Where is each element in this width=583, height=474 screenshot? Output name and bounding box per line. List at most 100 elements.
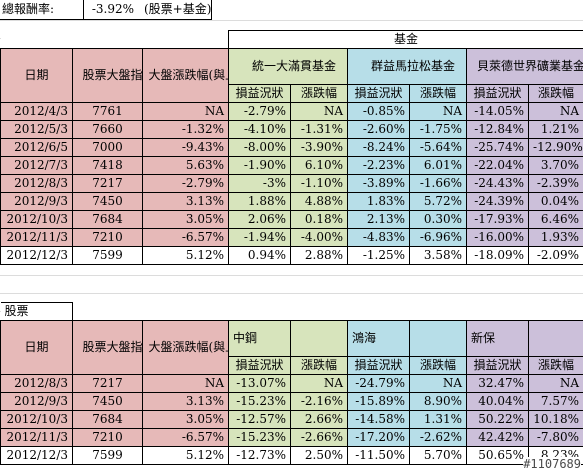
- fund-cell-date[interactable]: 2012/5/3: [0, 120, 73, 139]
- fund-cell-col1-chg[interactable]: 6.10%: [290, 156, 349, 175]
- stock-cell-col2-chg[interactable]: 5.70%: [409, 446, 467, 465]
- fund-cell-col1-pl[interactable]: 1.88%: [228, 192, 292, 211]
- fund-cell-col1-pl[interactable]: 2.06%: [228, 210, 292, 229]
- fund-cell-col2-pl[interactable]: -0.85%: [347, 102, 411, 121]
- fund-cell-col2-chg[interactable]: 3.58%: [409, 246, 468, 265]
- fund-cell-col3-pl[interactable]: -24.39%: [466, 192, 530, 211]
- fund-cell-date[interactable]: 2012/9/3: [0, 192, 73, 211]
- fund-cell-col3-pl[interactable]: -12.84%: [466, 120, 530, 139]
- fund-cell-col1-chg[interactable]: NA: [290, 102, 349, 121]
- stock-cell-col1-chg[interactable]: NA: [290, 374, 348, 393]
- fund-2-pl-header[interactable]: 損益況狀: [347, 84, 411, 103]
- fund-cell-index[interactable]: 7418: [72, 156, 143, 175]
- fund-group-title[interactable]: 基金: [228, 30, 583, 49]
- fund-cell-col2-pl[interactable]: -2.23%: [347, 156, 411, 175]
- stock-cell-change[interactable]: NA: [142, 374, 229, 393]
- stock-cell-col1-chg[interactable]: 2.66%: [290, 410, 348, 429]
- fund-cell-col1-chg[interactable]: -1.10%: [290, 174, 349, 193]
- stock-cell-change[interactable]: 3.13%: [142, 392, 229, 411]
- stock-cell-col3-pl[interactable]: 50.22%: [466, 410, 529, 429]
- date-header[interactable]: 日期: [0, 48, 73, 103]
- fund-cell-col2-chg[interactable]: -5.64%: [409, 138, 468, 157]
- fund-cell-col3-chg[interactable]: 6.46%: [528, 210, 583, 229]
- stock-1-chg-header[interactable]: 漲跌幅: [290, 356, 348, 375]
- stock-cell-col1-chg[interactable]: -2.16%: [290, 392, 348, 411]
- stock-1-name[interactable]: 中鋼: [228, 320, 291, 357]
- stock-cell-col3-chg[interactable]: -7.80%: [528, 428, 583, 447]
- fund-cell-col3-pl[interactable]: -14.05%: [466, 102, 530, 121]
- fund-1-name[interactable]: 統一大滿貫基金: [228, 48, 349, 85]
- stock-date-header[interactable]: 日期: [0, 320, 73, 375]
- fund-cell-change[interactable]: -2.79%: [141, 174, 230, 193]
- fund-cell-date[interactable]: 2012/11/3: [0, 228, 73, 247]
- stock-cell-index[interactable]: 7210: [72, 428, 143, 447]
- fund-cell-col3-chg[interactable]: 1.21%: [528, 120, 583, 139]
- stock-cell-index[interactable]: 7684: [72, 410, 143, 429]
- fund-cell-change[interactable]: -9.43%: [141, 138, 230, 157]
- fund-cell-col1-pl[interactable]: -1.90%: [228, 156, 292, 175]
- stock-cell-col2-chg[interactable]: -2.62%: [409, 428, 467, 447]
- fund-cell-col2-pl[interactable]: -4.83%: [347, 228, 411, 247]
- total-return-label[interactable]: 總報酬率:: [0, 0, 84, 20]
- fund-cell-col3-chg[interactable]: 3.70%: [528, 156, 583, 175]
- fund-3-chg-header[interactable]: 漲跌幅: [528, 84, 583, 103]
- stock-cell-col2-pl[interactable]: -24.79%: [347, 374, 410, 393]
- stock-3-chg-header[interactable]: 漲跌幅: [528, 356, 583, 375]
- stock-cell-change[interactable]: 5.12%: [142, 446, 229, 465]
- fund-cell-change[interactable]: NA: [141, 102, 230, 121]
- fund-cell-date[interactable]: 2012/4/3: [0, 102, 73, 121]
- fund-cell-index[interactable]: 7761: [72, 102, 143, 121]
- stock-cell-col3-pl[interactable]: 50.65%: [466, 446, 529, 465]
- fund-cell-change[interactable]: 5.63%: [141, 156, 230, 175]
- fund-cell-col2-chg[interactable]: 5.72%: [409, 192, 468, 211]
- fund-cell-col3-pl[interactable]: -18.09%: [466, 246, 530, 265]
- fund-cell-col3-pl[interactable]: -25.74%: [466, 138, 530, 157]
- fund-cell-date[interactable]: 2012/10/3: [0, 210, 73, 229]
- fund-cell-col2-chg[interactable]: NA: [409, 102, 468, 121]
- stock-cell-col1-pl[interactable]: -12.73%: [228, 446, 291, 465]
- stock-2-chg-header[interactable]: 漲跌幅: [409, 356, 467, 375]
- stock-cell-col3-chg[interactable]: 7.57%: [528, 392, 583, 411]
- fund-cell-col2-pl[interactable]: -3.89%: [347, 174, 411, 193]
- fund-cell-col3-chg[interactable]: -2.09%: [528, 246, 583, 265]
- stock-cell-col1-pl[interactable]: -12.57%: [228, 410, 291, 429]
- fund-cell-index[interactable]: 7684: [72, 210, 143, 229]
- fund-cell-index[interactable]: 7599: [72, 246, 143, 265]
- stock-1-pl-header[interactable]: 損益況狀: [228, 356, 291, 375]
- fund-cell-date[interactable]: 2012/12/3: [0, 246, 73, 265]
- fund-cell-col3-pl[interactable]: -22.04%: [466, 156, 530, 175]
- fund-cell-col1-chg[interactable]: 2.88%: [290, 246, 349, 265]
- stock-index-header[interactable]: 股票大盤指數: [72, 320, 143, 375]
- stock-cell-col2-pl[interactable]: -17.20%: [347, 428, 410, 447]
- fund-cell-col3-pl[interactable]: -24.43%: [466, 174, 530, 193]
- fund-cell-col2-pl[interactable]: 1.83%: [347, 192, 411, 211]
- fund-cell-col1-pl[interactable]: -4.10%: [228, 120, 292, 139]
- fund-cell-col1-chg[interactable]: 4.88%: [290, 192, 349, 211]
- stock-cell-index[interactable]: 7450: [72, 392, 143, 411]
- stock-cell-change[interactable]: 3.05%: [142, 410, 229, 429]
- total-return-note[interactable]: (股票+基金): [140, 0, 212, 20]
- change-header[interactable]: 大盤漲跌幅(與上月比較): [141, 48, 230, 103]
- fund-cell-col1-chg[interactable]: -4.00%: [290, 228, 349, 247]
- fund-cell-change[interactable]: 3.13%: [141, 192, 230, 211]
- stock-3-pl-header[interactable]: 損益況狀: [466, 356, 529, 375]
- fund-cell-col3-chg[interactable]: 0.04%: [528, 192, 583, 211]
- stock-section-title[interactable]: 股票: [0, 302, 73, 321]
- fund-cell-index[interactable]: 7000: [72, 138, 143, 157]
- stock-cell-col1-pl[interactable]: -13.07%: [228, 374, 291, 393]
- total-return-value[interactable]: -3.92%: [84, 0, 140, 20]
- stock-cell-date[interactable]: 2012/9/3: [0, 392, 73, 411]
- fund-cell-col2-pl[interactable]: -1.25%: [347, 246, 411, 265]
- fund-cell-col1-pl[interactable]: 0.94%: [228, 246, 292, 265]
- stock-cell-col2-chg[interactable]: 8.90%: [409, 392, 467, 411]
- stock-cell-index[interactable]: 7599: [72, 446, 143, 465]
- fund-cell-col3-chg[interactable]: -2.39%: [528, 174, 583, 193]
- fund-cell-index[interactable]: 7450: [72, 192, 143, 211]
- stock-2-pl-header[interactable]: 損益況狀: [347, 356, 410, 375]
- stock-cell-date[interactable]: 2012/12/3: [0, 446, 73, 465]
- fund-cell-index[interactable]: 7210: [72, 228, 143, 247]
- stock-2-name[interactable]: 鴻海: [347, 320, 410, 357]
- fund-cell-col3-chg[interactable]: NA: [528, 102, 583, 121]
- fund-cell-col2-pl[interactable]: -8.24%: [347, 138, 411, 157]
- fund-cell-col2-chg[interactable]: -6.96%: [409, 228, 468, 247]
